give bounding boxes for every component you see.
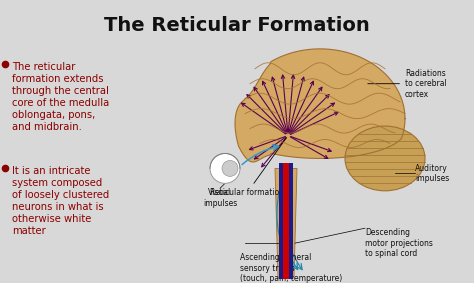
Circle shape — [210, 153, 240, 183]
Polygon shape — [275, 168, 297, 278]
Polygon shape — [235, 49, 405, 162]
Circle shape — [222, 160, 238, 176]
Text: Auditory
impulses: Auditory impulses — [415, 164, 449, 183]
Text: The reticular
formation extends
through the central
core of the medulla
oblongat: The reticular formation extends through … — [12, 62, 109, 132]
Text: Ascending general
sensory tracts
(touch, pain, temperature): Ascending general sensory tracts (touch,… — [240, 253, 342, 283]
Text: Visual
impulses: Visual impulses — [203, 188, 237, 208]
Text: The Reticular Formation: The Reticular Formation — [104, 16, 370, 35]
Polygon shape — [279, 164, 293, 279]
Ellipse shape — [345, 126, 425, 191]
Text: It is an intricate
system composed
of loosely clustered
neurons in what is
other: It is an intricate system composed of lo… — [12, 166, 109, 236]
Polygon shape — [283, 164, 289, 279]
Text: Radiations
to cerebral
cortex: Radiations to cerebral cortex — [368, 69, 447, 98]
Text: Descending
motor projections
to spinal cord: Descending motor projections to spinal c… — [365, 228, 433, 258]
Text: Reticular formation: Reticular formation — [210, 138, 286, 197]
